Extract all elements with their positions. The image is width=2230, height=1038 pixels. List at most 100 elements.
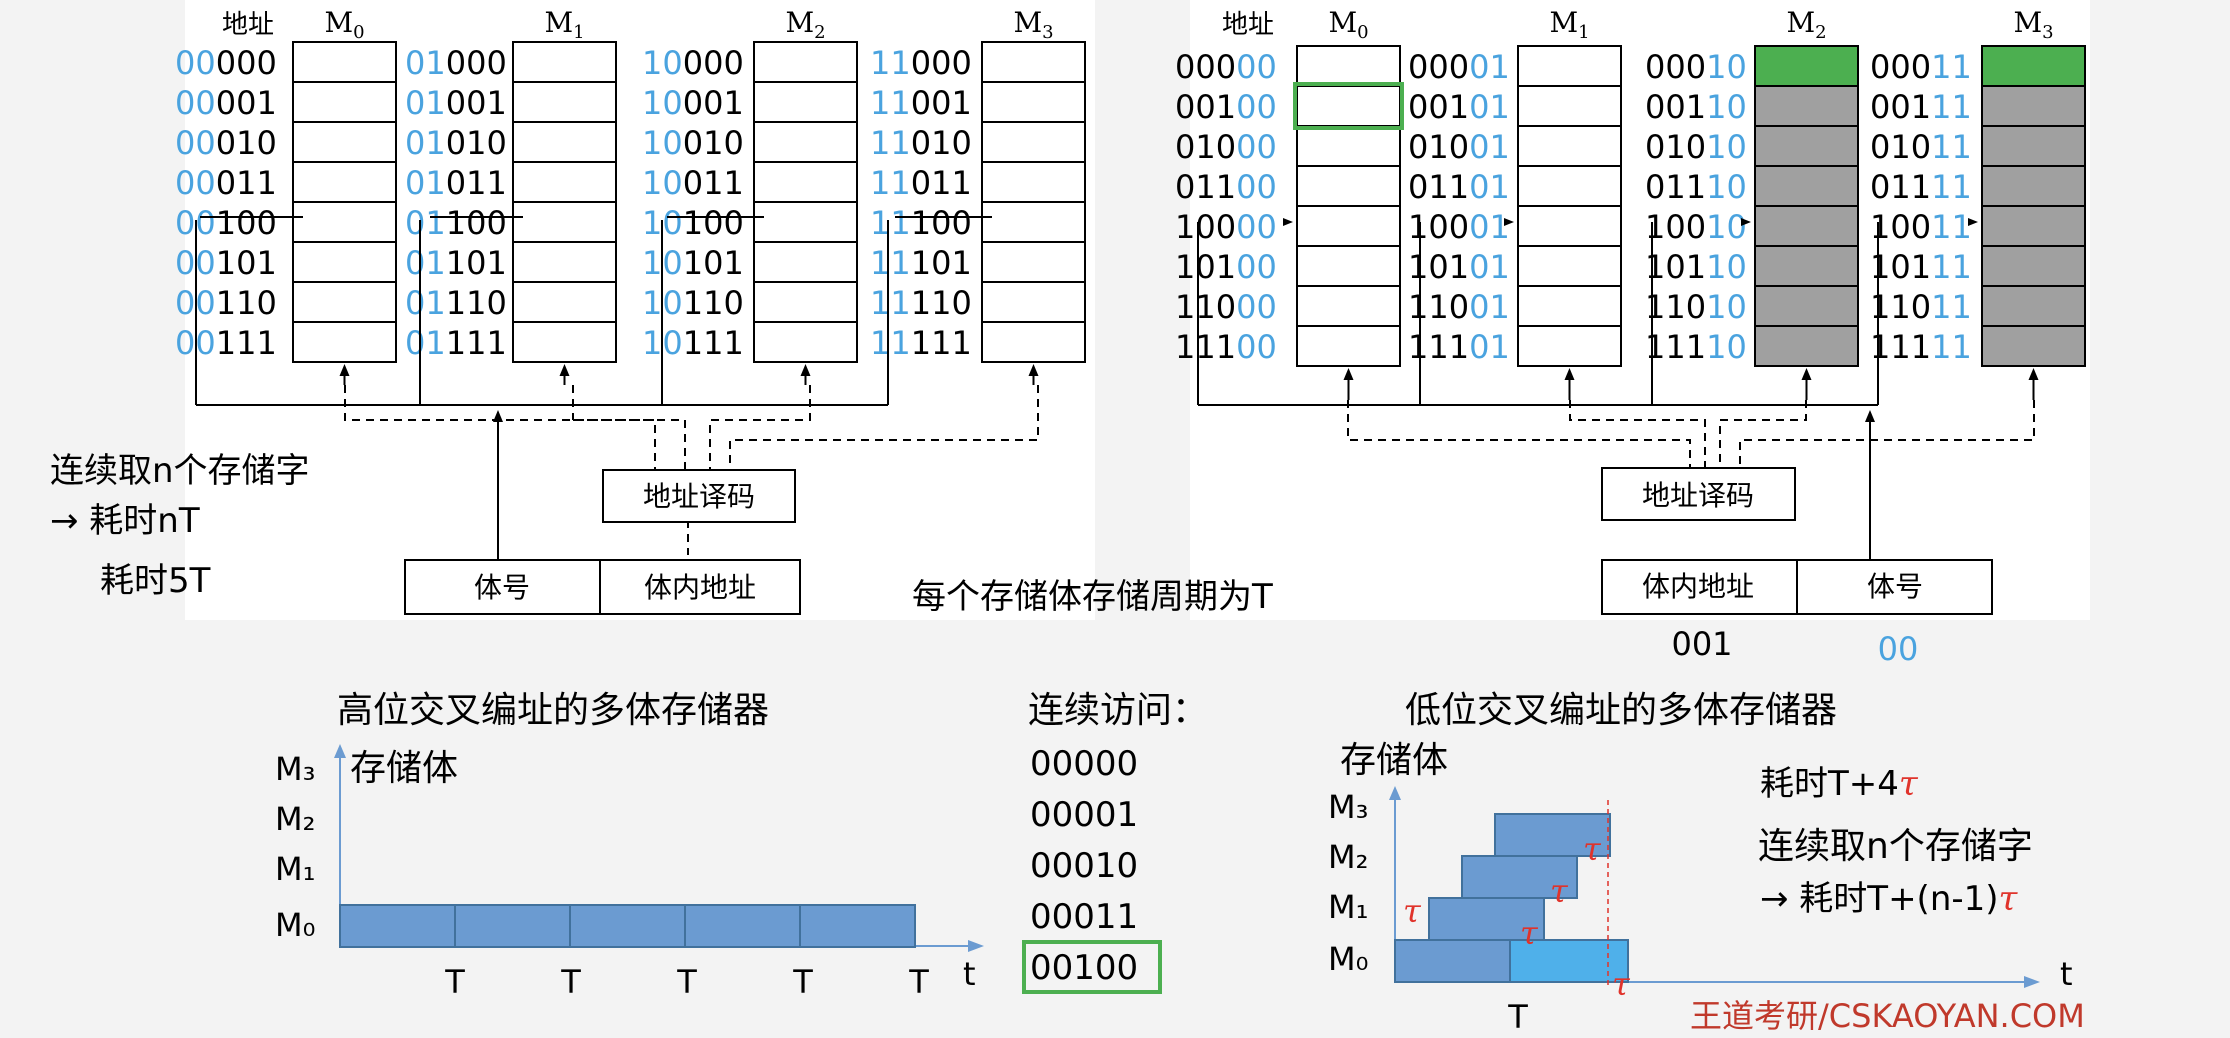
time-bar-m0: [454, 904, 571, 948]
chart-ylabel: 存储体: [350, 748, 458, 789]
module-label-m3: M3: [1013, 6, 1053, 43]
row-pointer: [1741, 218, 1751, 226]
y-tick-label: M₁: [1328, 888, 1368, 926]
module-label-m1: M1: [1549, 6, 1589, 43]
address-label: 11000: [870, 44, 972, 82]
address-label: 11011: [1870, 288, 1972, 326]
address-label: 10001: [642, 84, 744, 122]
row-pointer: [1504, 218, 1514, 226]
address-label: 00001: [175, 84, 277, 122]
note-time-4tau: 耗时T+4τ: [1760, 764, 1919, 804]
time-bar-m0-first: [1394, 939, 1511, 983]
access-highlight-box: [1022, 940, 1162, 994]
note-continuous-read: 连续取n个存储字: [50, 451, 310, 491]
access-list-title: 连续访问：: [1028, 690, 1208, 731]
address-label: 00000: [175, 44, 277, 82]
module-label-m0: M0: [324, 6, 364, 43]
low-order-timeline-chart: 低位交叉编址的多体存储器存储体M₃M₂M₁M₀τττττTt耗时T+4τ连续取n…: [1328, 690, 2073, 1036]
address-label: 10111: [642, 324, 744, 362]
select-arrow-m3-head: [1028, 364, 1039, 376]
address-label: 01001: [405, 84, 507, 122]
tau-label: τ: [1550, 872, 1569, 910]
address-label: 00111: [1870, 88, 1972, 126]
address-label: 10001: [1408, 208, 1510, 246]
x-tick-label: T: [444, 963, 465, 1001]
access-list: 连续访问： 00000 00001 00010 00011 00100: [1022, 690, 1208, 994]
address-label: 01010: [1645, 128, 1747, 166]
y-axis-arrow: [1389, 786, 1401, 800]
address-decoder-box: [602, 469, 796, 523]
decode-line-m3: [729, 385, 1039, 470]
y-tick-label: M₂: [275, 800, 315, 838]
module-label-m2: M2: [785, 6, 825, 43]
address-label: 00011: [1870, 48, 1972, 86]
y-tick-label: M₂: [1328, 838, 1368, 876]
decode-line-m0: [1347, 400, 1691, 468]
address-label: 00000: [1175, 48, 1277, 86]
decode-line-m1: [1569, 400, 1706, 468]
address-label: 01111: [1870, 168, 1972, 206]
x-axis-label: t: [2060, 955, 2073, 993]
row-pointer: [1968, 218, 1978, 226]
note-time-nT: → 耗时nT: [50, 501, 200, 541]
y-tick-label: M₃: [1328, 788, 1368, 826]
x-tick-label: T: [560, 963, 581, 1001]
decode-line-m2: [709, 385, 811, 470]
address-decoder-label: 地址译码: [1642, 479, 1754, 512]
address-label: 00001: [1408, 48, 1510, 86]
address-label: 10100: [1175, 248, 1277, 286]
y-tick-label: M₀: [275, 906, 315, 944]
address-label: 11101: [1408, 328, 1510, 366]
address-decoder-box: [1601, 467, 1796, 521]
access-list-item: 00100: [1030, 948, 1138, 988]
select-arrow-m3-head: [2028, 368, 2039, 380]
decode-line-join: [573, 419, 686, 470]
high-order-interleave-diagram: 地址 M0000000000100010000110010000101001100…: [175, 6, 1086, 615]
row-pointer: [1283, 218, 1293, 226]
select-arrow-m1-head: [1564, 368, 1575, 380]
register-value-bank: 00: [1878, 630, 1919, 668]
address-label: 11110: [1645, 328, 1747, 366]
address-label: 01110: [1645, 168, 1747, 206]
address-label: 00100: [1175, 88, 1277, 126]
address-label: 00010: [175, 124, 277, 162]
access-list-item: 00010: [1030, 846, 1138, 886]
time-bar-m0: [339, 904, 456, 948]
low-order-interleave-diagram: 地址 M0000000010001000011001000010100110001…: [1175, 6, 2086, 668]
select-arrow-m2-head: [1801, 368, 1812, 380]
address-label: 00101: [175, 244, 277, 282]
x-tick-label: T: [792, 963, 813, 1001]
access-list-item: 00001: [1030, 795, 1138, 835]
time-bar-m0: [569, 904, 686, 948]
register-field-bank: 体号: [474, 571, 530, 604]
center-caption: 每个存储体存储周期为T: [912, 577, 1273, 617]
address-label: 01011: [1870, 128, 1972, 166]
decode-line-m2: [1719, 400, 1807, 468]
x-tick-label: T: [1507, 998, 1528, 1036]
time-bar-m1: [1428, 897, 1545, 941]
module-label-m0: M0: [1328, 6, 1368, 43]
address-label: 11100: [870, 204, 972, 242]
address-label: 01101: [405, 244, 507, 282]
address-label: 11001: [870, 84, 972, 122]
address-label: 01000: [405, 44, 507, 82]
select-arrow-m0-head: [339, 364, 350, 376]
address-label: 00011: [175, 164, 277, 202]
address-label: 01001: [1408, 128, 1510, 166]
time-bar-m2: [1461, 855, 1578, 899]
decode-line-m3: [1739, 400, 2035, 468]
tau-label: τ: [1403, 892, 1422, 930]
address-label: 10011: [642, 164, 744, 202]
address-register: [404, 559, 801, 615]
address-header: 地址: [1222, 10, 1274, 40]
y-tick-label: M₁: [275, 850, 315, 888]
tau-label: τ: [1583, 830, 1602, 868]
tau-label: τ: [1612, 965, 1631, 1003]
time-bar-m0: [799, 904, 916, 948]
y-axis-arrow: [334, 744, 346, 758]
address-label: 10111: [1870, 248, 1972, 286]
note-time-n-tau: → 耗时T+(n-1)τ: [1760, 879, 2019, 919]
highlighted-cell-m0: [1293, 82, 1404, 130]
